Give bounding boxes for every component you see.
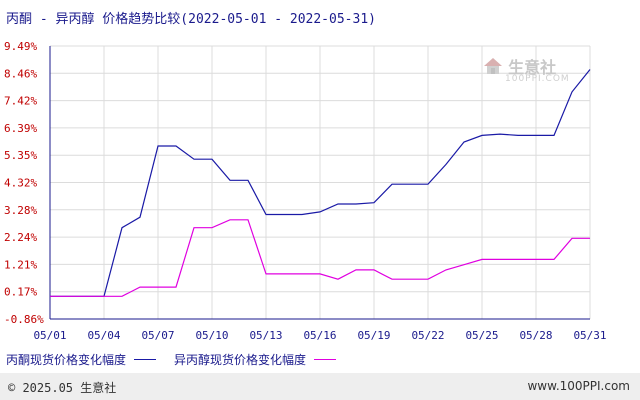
x-tick-label: 05/22	[411, 329, 444, 342]
legend-swatch-ipa	[314, 359, 337, 360]
chart-legend: 丙酮现货价格变化幅度 异丙醇现货价格变化幅度	[6, 351, 354, 368]
x-tick-label: 05/28	[519, 329, 552, 342]
x-tick-label: 05/07	[141, 329, 174, 342]
x-tick-label: 05/13	[249, 329, 282, 342]
footer-copyright: © 2025.05 生意社	[8, 381, 117, 395]
y-tick-label: 6.39%	[4, 122, 37, 135]
footer-site-link[interactable]: www.100PPI.com	[527, 379, 630, 393]
y-tick-label: 0.17%	[4, 286, 37, 299]
watermark-url: 100PPI.COM	[505, 74, 570, 84]
x-tick-label: 05/10	[195, 329, 228, 342]
y-tick-label: 2.24%	[4, 231, 37, 244]
x-tick-label: 05/16	[303, 329, 336, 342]
legend-label-acetone: 丙酮现货价格变化幅度	[6, 353, 127, 367]
y-tick-label: 9.49%	[4, 40, 37, 53]
series-line-1	[50, 219, 590, 297]
legend-label-ipa: 异丙醇现货价格变化幅度	[174, 353, 307, 367]
y-tick-label: 1.21%	[4, 258, 37, 271]
x-tick-label: 05/04	[87, 329, 120, 342]
watermark: 生意社 100PPI.COM	[483, 54, 569, 84]
x-tick-label: 05/19	[357, 329, 390, 342]
house-logo-icon	[484, 58, 502, 74]
y-tick-label: 5.35%	[4, 149, 37, 162]
y-tick-label: 8.46%	[4, 67, 37, 80]
y-tick-label: 4.32%	[4, 177, 37, 190]
y-tick-label: 7.42%	[4, 95, 37, 108]
y-tick-label: 3.28%	[4, 204, 37, 217]
chart-title: 丙酮 - 异丙醇 价格趋势比较(2022-05-01 - 2022-05-31)	[6, 12, 376, 27]
watermark-name: 生意社	[508, 58, 557, 77]
series-line-0	[50, 69, 591, 297]
y-tick-label: -0.86%	[4, 313, 44, 326]
footer-bar: © 2025.05 生意社 www.100PPI.com	[0, 373, 640, 400]
legend-swatch-acetone	[134, 359, 157, 360]
x-tick-label: 05/31	[573, 329, 606, 342]
x-tick-label: 05/01	[33, 329, 66, 342]
x-tick-label: 05/25	[465, 329, 498, 342]
